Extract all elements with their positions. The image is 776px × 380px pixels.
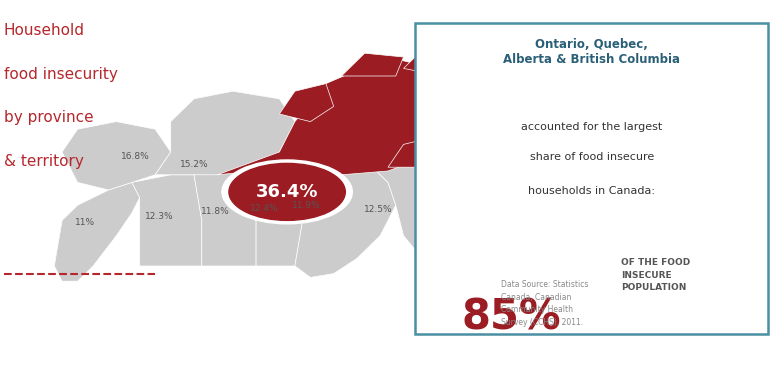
Polygon shape [450,167,497,228]
Text: Data Source: Statistics
Canada, Canadian
Community Health
Survey (CCHS), 2011.: Data Source: Statistics Canada, Canadian… [501,280,588,327]
Text: Household: Household [4,23,85,38]
Polygon shape [481,175,512,190]
Polygon shape [404,38,497,76]
Text: by province: by province [4,110,93,125]
Text: & territory: & territory [4,154,84,169]
Text: food insecurity: food insecurity [4,66,118,81]
Text: 11%: 11% [75,218,95,227]
Text: 36.4%: 36.4% [256,183,318,201]
Text: 12.5%: 12.5% [365,205,393,214]
Text: 85%: 85% [462,296,561,339]
Polygon shape [217,57,466,175]
Text: 16.8%: 16.8% [121,152,151,161]
Circle shape [435,179,520,220]
Polygon shape [62,122,171,190]
Polygon shape [132,175,202,266]
Text: accounted for the largest: accounted for the largest [521,122,663,131]
Circle shape [440,181,514,218]
Text: households in Canada:: households in Canada: [528,186,655,196]
Polygon shape [155,91,295,175]
Text: 10.6%: 10.6% [459,195,495,204]
Polygon shape [372,160,466,266]
Text: 16.5%: 16.5% [452,125,482,134]
Circle shape [481,154,543,184]
Polygon shape [54,182,140,281]
Polygon shape [388,137,450,167]
Polygon shape [473,160,504,171]
Polygon shape [466,46,543,76]
Circle shape [222,160,352,224]
Polygon shape [248,167,310,266]
Polygon shape [295,163,396,277]
Polygon shape [279,84,334,122]
Text: OF THE FOOD
INSECURE
POPULATION: OF THE FOOD INSECURE POPULATION [621,258,690,292]
Text: 15.4%: 15.4% [498,165,526,174]
Circle shape [436,114,498,144]
Polygon shape [481,175,528,205]
Polygon shape [341,53,404,76]
Text: 11.8%: 11.8% [201,207,230,216]
Text: 12.3%: 12.3% [145,212,173,221]
Circle shape [229,163,345,220]
Text: share of food insecure: share of food insecure [529,152,654,162]
FancyBboxPatch shape [415,23,768,334]
Text: 17.1%: 17.1% [480,144,510,153]
Text: 12.4%: 12.4% [251,204,279,213]
Text: Ontario, Quebec,
Alberta & British Columbia: Ontario, Quebec, Alberta & British Colum… [503,38,681,66]
Text: 11.9%: 11.9% [292,201,321,210]
Circle shape [464,133,526,163]
Polygon shape [194,171,256,266]
Text: 15.2%: 15.2% [180,160,208,169]
Polygon shape [504,38,574,68]
